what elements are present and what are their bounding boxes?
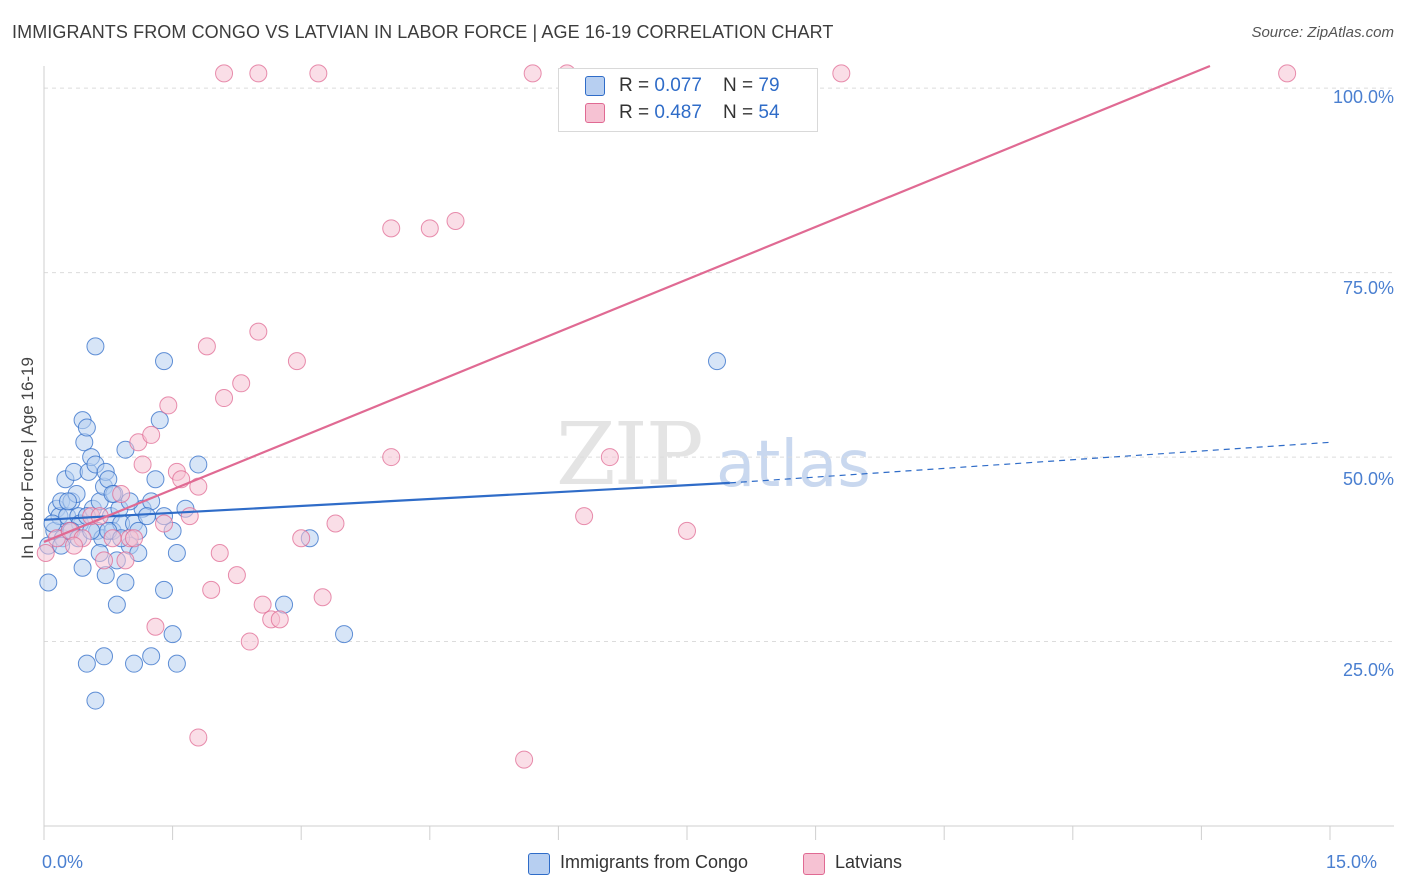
congo-r-label: R = bbox=[619, 75, 655, 96]
bottom-legend-latvians-swatch bbox=[803, 853, 825, 875]
point-congo bbox=[39, 573, 58, 592]
point-latvians bbox=[523, 64, 542, 83]
point-latvians bbox=[159, 396, 178, 415]
point-congo bbox=[107, 595, 126, 614]
point-latvians bbox=[210, 543, 229, 562]
point-latvians bbox=[232, 374, 251, 393]
point-latvians bbox=[270, 610, 289, 629]
point-congo bbox=[146, 470, 165, 489]
x-tick-label-min: 0.0% bbox=[42, 852, 84, 872]
point-latvians bbox=[215, 389, 234, 408]
bottom-legend-congo-swatch bbox=[528, 853, 550, 875]
point-congo bbox=[335, 625, 354, 644]
point-latvians bbox=[180, 507, 199, 526]
point-latvians bbox=[202, 580, 221, 599]
bottom-legend-latvians-label: Latvians bbox=[835, 852, 903, 872]
point-congo bbox=[150, 411, 169, 430]
point-congo bbox=[116, 573, 135, 592]
point-latvians bbox=[197, 337, 216, 356]
point-latvians bbox=[326, 514, 345, 533]
point-latvians bbox=[249, 64, 268, 83]
point-latvians bbox=[249, 322, 268, 341]
point-latvians bbox=[515, 750, 534, 769]
point-congo bbox=[77, 418, 96, 437]
point-latvians bbox=[309, 64, 328, 83]
point-congo bbox=[95, 647, 114, 666]
point-congo bbox=[86, 337, 105, 356]
point-latvians bbox=[292, 529, 311, 548]
y-tick-label-100: 100.0% bbox=[1332, 87, 1394, 107]
point-latvians bbox=[125, 529, 144, 548]
point-congo bbox=[125, 654, 144, 673]
latvians-r-label: R = bbox=[619, 102, 655, 123]
y-tick-label-25: 25.0% bbox=[1342, 660, 1394, 680]
point-latvians bbox=[227, 566, 246, 585]
point-latvians bbox=[116, 551, 135, 570]
point-latvians bbox=[313, 588, 332, 607]
point-congo bbox=[86, 691, 105, 710]
point-latvians bbox=[146, 617, 165, 636]
point-latvians bbox=[112, 484, 131, 503]
point-latvians bbox=[133, 455, 152, 474]
congo-n-value: 79 bbox=[758, 75, 780, 96]
point-latvians bbox=[65, 536, 84, 555]
congo-n-label: N = bbox=[723, 75, 759, 96]
point-latvians bbox=[215, 64, 234, 83]
point-latvians bbox=[678, 521, 696, 540]
point-latvians bbox=[95, 551, 114, 570]
bottom-legend-congo-label: Immigrants from Congo bbox=[560, 852, 749, 872]
watermark-atlas: atlas bbox=[716, 428, 871, 502]
trendline-congo bbox=[43, 481, 730, 521]
congo-r-value: 0.077 bbox=[654, 75, 702, 96]
point-congo bbox=[73, 558, 92, 577]
point-latvians bbox=[382, 448, 401, 467]
point-congo bbox=[163, 625, 182, 644]
y-tick-label-50: 50.0% bbox=[1342, 469, 1394, 489]
x-tick-label-max: 15.0% bbox=[1326, 852, 1378, 872]
chart-title: IMMIGRANTS FROM CONGO VS LATVIAN IN LABO… bbox=[12, 22, 834, 42]
point-congo bbox=[155, 580, 174, 599]
point-latvians bbox=[600, 448, 619, 467]
point-latvians bbox=[420, 219, 439, 238]
point-latvians bbox=[287, 352, 306, 371]
point-latvians bbox=[189, 728, 208, 747]
point-congo bbox=[189, 455, 208, 474]
latvians-n-value: 54 bbox=[758, 102, 780, 123]
point-latvians bbox=[832, 64, 851, 83]
point-congo bbox=[167, 543, 186, 562]
point-congo bbox=[155, 352, 174, 371]
y-tick-label-75: 75.0% bbox=[1342, 278, 1394, 298]
point-latvians bbox=[1278, 64, 1297, 83]
point-congo bbox=[77, 654, 96, 673]
stats-legend: R = 0.077 N = 79 R = 0.487 N = 54 bbox=[558, 68, 818, 132]
point-latvians bbox=[446, 211, 465, 230]
congo-swatch bbox=[585, 76, 605, 96]
point-latvians bbox=[575, 507, 594, 526]
source-label: Source: ZipAtlas.com bbox=[1251, 24, 1394, 41]
point-latvians bbox=[36, 543, 55, 562]
point-latvians bbox=[240, 632, 259, 651]
latvians-n-label: N = bbox=[723, 102, 759, 123]
y-axis-label: In Labor Force | Age 16-19 bbox=[18, 357, 37, 559]
latvians-r-value: 0.487 bbox=[654, 102, 702, 123]
point-latvians bbox=[382, 219, 401, 238]
latvians-swatch bbox=[585, 103, 605, 123]
trendline-congo-extension bbox=[729, 441, 1331, 484]
point-congo bbox=[137, 507, 156, 526]
point-congo bbox=[167, 654, 186, 673]
trendline-latvians bbox=[43, 64, 1211, 543]
point-latvians bbox=[253, 595, 272, 614]
point-latvians bbox=[155, 514, 174, 533]
point-congo bbox=[708, 352, 727, 371]
point-latvians bbox=[103, 529, 122, 548]
point-congo bbox=[142, 647, 161, 666]
point-latvians bbox=[142, 425, 161, 444]
point-congo bbox=[59, 492, 78, 511]
